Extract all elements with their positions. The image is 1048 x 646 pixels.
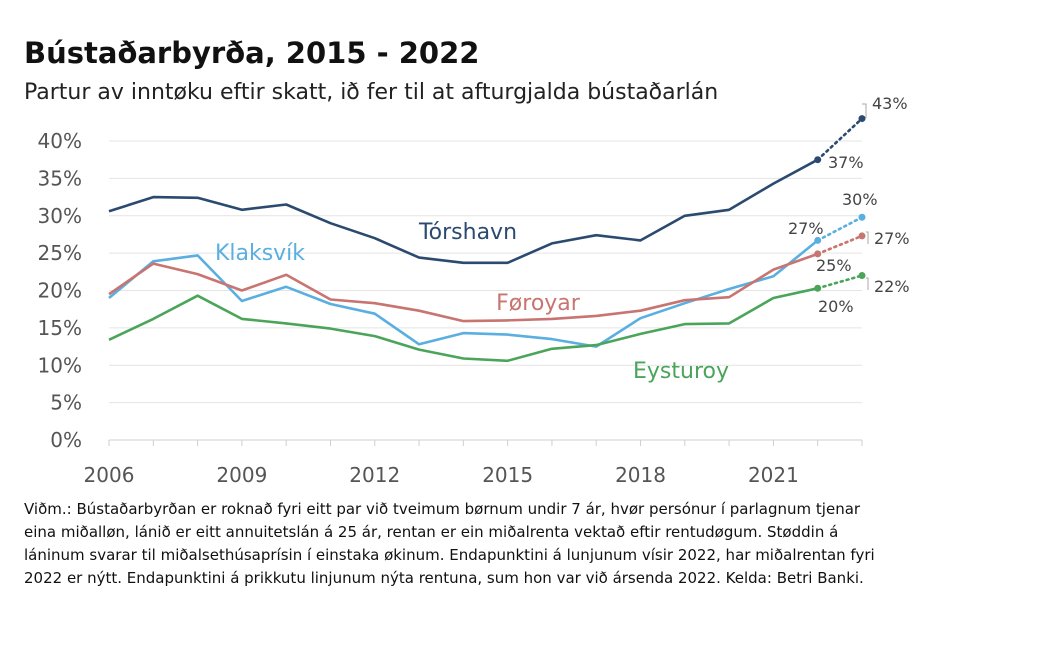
- end-value-label: 37%: [828, 153, 864, 172]
- dotted-value-label: 22%: [874, 277, 910, 296]
- chart-title: Bústaðarbyrða, 2015 - 2022: [24, 36, 480, 70]
- x-tick-label: 2006: [84, 463, 135, 487]
- series-end-point: [814, 284, 822, 292]
- y-tick-label: 35%: [38, 166, 82, 190]
- dotted-value-label: 30%: [842, 190, 878, 209]
- y-tick-label: 25%: [38, 241, 82, 265]
- series-end-point: [814, 236, 822, 244]
- label-leader: [862, 103, 867, 118]
- y-tick-label: 10%: [38, 353, 82, 377]
- y-tick-label: 40%: [38, 129, 82, 153]
- series-line: [108, 252, 819, 323]
- series-dotted-line: [816, 215, 864, 242]
- y-tick-label: 20%: [38, 279, 82, 303]
- footnote: Viðm.: Bústaðarbyrðan er roknað fyri eit…: [24, 500, 875, 587]
- series-dotted-line: [816, 274, 864, 290]
- series-label: Tórshavn: [418, 220, 517, 245]
- x-tick-label: 2012: [349, 463, 400, 487]
- label-leader: [866, 231, 869, 244]
- dotted-value-label: 43%: [872, 94, 908, 113]
- y-tick-label: 30%: [38, 204, 82, 228]
- x-tick-label: 2018: [615, 463, 666, 487]
- series-line: [108, 287, 818, 363]
- series-dotted-line: [816, 234, 864, 256]
- end-value-label: 20%: [818, 297, 854, 316]
- series-end-point: [814, 250, 822, 258]
- series-dotted-point: [858, 272, 866, 280]
- series-label: Føroyar: [496, 291, 581, 316]
- label-leader: [866, 277, 869, 290]
- y-tick-label: 0%: [50, 428, 82, 452]
- end-value-label: 25%: [816, 256, 852, 275]
- line-chart: 0% 5% 10% 15% 20% 25% 30% 35% 40% 2006 2009 2012 201…: [38, 94, 910, 487]
- series-dotted-point: [858, 232, 866, 240]
- series-dotted-line: [816, 117, 864, 161]
- chart-subtitle: Partur av inntøku eftir skatt, ið fer ti…: [24, 80, 719, 105]
- series-label: Klaksvík: [215, 241, 305, 266]
- x-tick-label: 2021: [748, 463, 799, 487]
- end-value-label: 27%: [788, 219, 824, 238]
- series-line: [108, 158, 819, 265]
- dotted-value-label: 27%: [874, 229, 910, 248]
- x-tick-label: 2009: [216, 463, 267, 487]
- series-label: Eysturoy: [633, 359, 729, 384]
- x-tick-label: 2015: [482, 463, 533, 487]
- y-tick-label: 5%: [50, 391, 82, 415]
- series-end-point: [814, 156, 822, 164]
- series-dotted-point: [858, 115, 866, 123]
- series-dotted-point: [858, 213, 866, 221]
- y-tick-label: 15%: [38, 316, 82, 340]
